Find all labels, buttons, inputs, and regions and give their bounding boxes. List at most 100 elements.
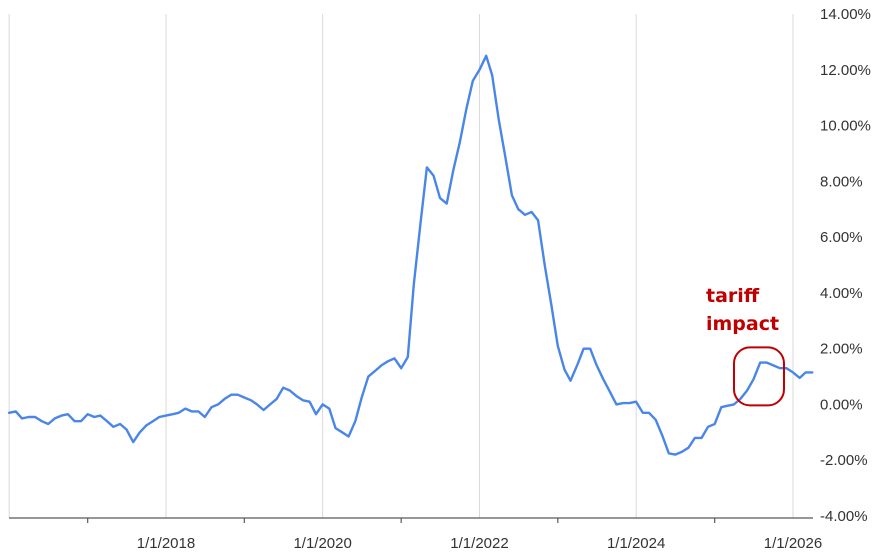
data-point [569,380,571,382]
data-point [237,394,239,396]
data-point [779,367,781,369]
data-point [308,401,310,403]
vertical-gridlines [8,14,794,518]
data-point [602,378,604,380]
data-point [28,416,30,418]
data-point [256,403,258,405]
data-point [511,194,513,196]
data-point [544,264,546,266]
data-point [34,416,36,418]
y-tick-label: 4.00% [820,285,863,302]
data-point [204,416,206,418]
data-point [407,356,409,358]
data-point [491,74,493,76]
data-point [517,208,519,210]
data-point [576,364,578,366]
data-point [119,423,121,425]
data-point [354,420,356,422]
data-point [276,398,278,400]
data-point [615,403,617,405]
data-point [596,364,598,366]
series-layer [7,54,814,456]
data-point [439,197,441,199]
data-point [785,367,787,369]
data-point [733,403,735,405]
data-point [341,431,343,433]
data-point [87,413,89,415]
data-point [172,413,174,415]
y-tick-label: -2.00% [820,452,868,469]
data-point [374,370,376,372]
data-point [178,412,180,414]
data-point [739,398,741,400]
data-point [243,396,245,398]
data-point [811,371,813,373]
data-point [720,406,722,408]
data-point [726,405,728,407]
data-point [60,414,62,416]
data-point [400,367,402,369]
data-point [269,403,271,405]
data-point [413,283,415,285]
data-point [582,348,584,350]
data-point [8,412,10,414]
data-point [289,389,291,391]
x-tick-label: 1/1/2018 [137,535,195,552]
data-point [648,412,650,414]
data-point [230,394,232,396]
y-tick-label: 10.00% [820,118,871,135]
y-tick-label: 6.00% [820,229,863,246]
data-point [184,407,186,409]
data-point [628,402,630,404]
data-point [589,348,591,350]
data-point [668,452,670,454]
data-point [380,364,382,366]
data-point [387,360,389,362]
data-point [347,435,349,437]
data-point [485,55,487,57]
data-point [524,214,526,216]
data-point [792,371,794,373]
data-point [557,345,559,347]
data-point [452,169,454,171]
y-tick-label: -4.00% [820,508,868,525]
data-point [759,361,761,363]
data-point [54,417,56,419]
data-point [125,428,127,430]
data-point [67,413,69,415]
data-point [41,420,43,422]
data-point [504,155,506,157]
y-axis-tick-labels: 14.00% 12.00% 10.00% 8.00% 6.00% 4.00% 2.00% 0.… [820,6,871,525]
data-point [419,222,421,224]
data-point [197,410,199,412]
data-point [93,416,95,418]
data-point [334,427,336,429]
y-tick-label: 14.00% [820,6,871,23]
data-point [805,371,807,373]
x-tick-label: 1/1/2020 [293,535,351,552]
data-point [752,378,754,380]
data-point [478,69,480,71]
data-point [152,420,154,422]
data-point [165,414,167,416]
data-point [158,416,160,418]
x-tick-label: 1/1/2024 [607,535,665,552]
data-point [139,431,141,433]
data-point [328,407,330,409]
data-point [707,426,709,428]
data-point [655,419,657,421]
annotation-line-1: tariff [706,285,760,307]
data-point [262,409,264,411]
data-point [642,412,644,414]
data-point [446,202,448,204]
data-point [112,426,114,428]
data-point [132,441,134,443]
data-point [674,453,676,455]
data-point [321,403,323,405]
x-tick-label: 1/1/2022 [450,535,508,552]
y-tick-label: 12.00% [820,62,871,79]
data-point [250,399,252,401]
data-point [772,364,774,366]
annotation-highlight-ring [732,346,785,407]
